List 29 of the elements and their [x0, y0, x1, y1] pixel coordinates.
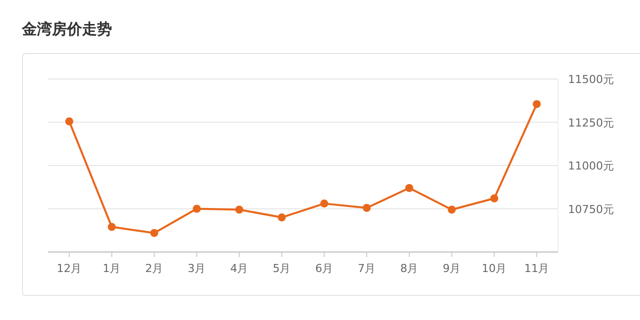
x-tick-label: 5月 — [272, 262, 291, 275]
x-tick-label: 3月 — [188, 262, 206, 275]
y-tick-label: 10750元 — [568, 202, 614, 216]
point — [108, 222, 116, 231]
point — [448, 206, 456, 214]
y-tick-label: 11500元 — [568, 73, 614, 86]
point — [235, 206, 244, 214]
point — [320, 200, 328, 208]
x-tick-label: 6月 — [315, 262, 334, 275]
y-tick-label: 11000元 — [568, 160, 614, 172]
x-tick-label: 1月 — [102, 262, 121, 275]
x-tick-label: 12月 — [56, 262, 82, 275]
point — [65, 117, 74, 126]
point — [192, 204, 201, 213]
x-tick-label: 2月 — [145, 262, 164, 275]
point — [532, 100, 541, 108]
x-tick-label: 8月 — [400, 262, 418, 275]
x-tick-label: 11月 — [524, 262, 550, 275]
x-tick-label: 4月 — [230, 262, 248, 275]
point — [362, 204, 371, 212]
y-tick-label: 11250元 — [568, 116, 614, 130]
x-tick-label: 7月 — [358, 262, 376, 275]
point — [150, 228, 158, 237]
point — [490, 194, 498, 202]
x-tick-label: 9月 — [442, 262, 461, 275]
x-tick-label: 10月 — [482, 262, 507, 275]
point — [405, 184, 414, 192]
point — [278, 213, 286, 222]
chart-title: 金湾房价走势 — [21, 20, 112, 38]
